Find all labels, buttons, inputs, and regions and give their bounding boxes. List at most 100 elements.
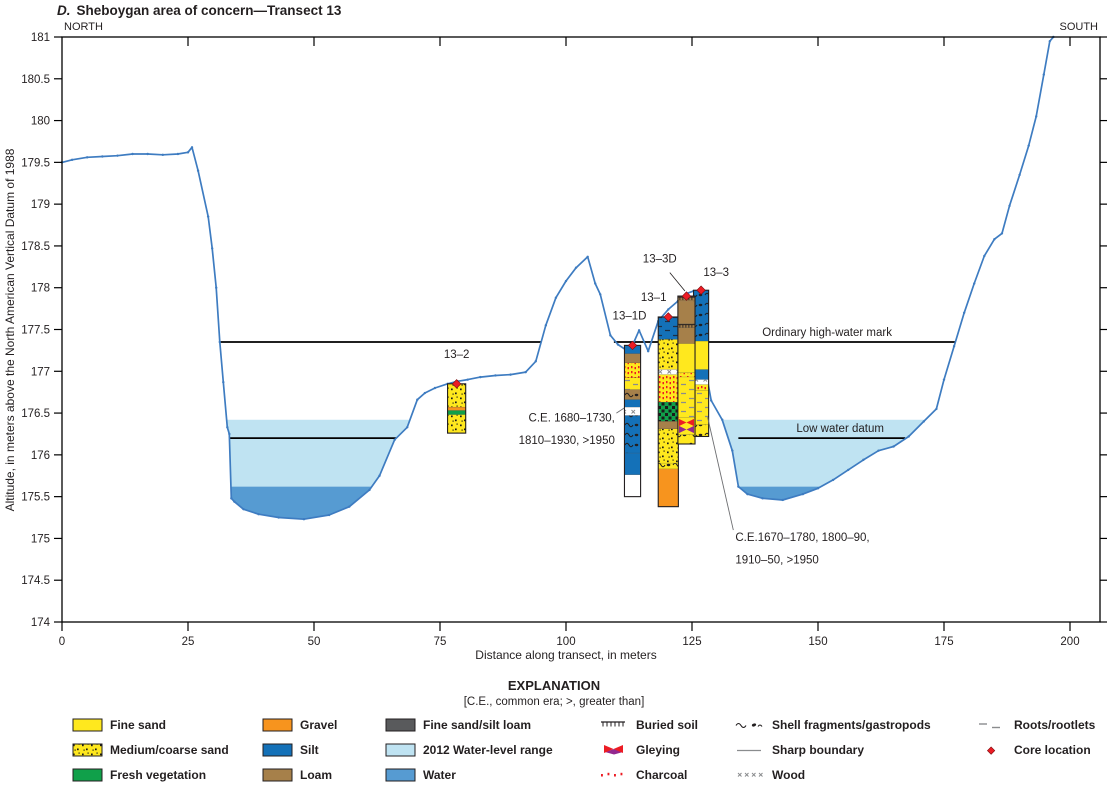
legend-item-loam — [262, 768, 294, 784]
svg-text:1810–1930, >1950: 1810–1930, >1950 — [519, 435, 615, 447]
axes: 0 25 50 75 100 125 150 175 200 174 174.5 175 175.5 17… — [3, 21, 1107, 662]
shells-swatch — [735, 722, 763, 729]
svg-text:Low water datum: Low water datum — [796, 423, 884, 435]
core-13-3D: 13–3D — [643, 254, 696, 445]
wood-swatch — [737, 772, 763, 777]
svg-text:C.E. 1680–1730,: C.E. 1680–1730, — [529, 412, 615, 424]
figure-letter: D. — [57, 3, 71, 18]
svg-text:13–1: 13–1 — [641, 292, 667, 304]
legend-item-core-location — [976, 743, 1008, 759]
legend-label-gravel: Gravel — [300, 718, 338, 732]
legend-item-gleying — [598, 743, 630, 759]
legend-item-fresh-vegetation — [72, 768, 104, 784]
core-location-marker — [663, 312, 673, 322]
svg-text:13–1D: 13–1D — [613, 310, 647, 322]
legend-label-wood: Wood — [772, 768, 806, 782]
charcoal-swatch — [601, 772, 623, 777]
legend-item-water — [385, 768, 417, 784]
svg-text:13–3D: 13–3D — [643, 254, 677, 266]
legend-label-shell-fragments-gastropods: Shell fragments/gastropods — [772, 718, 931, 732]
svg-text:174.5: 174.5 — [21, 575, 50, 587]
svg-text:176: 176 — [31, 450, 50, 462]
svg-text:1910–50, >1950: 1910–50, >1950 — [735, 555, 818, 567]
legend-item-sharp-boundary — [734, 743, 766, 759]
svg-text:179: 179 — [31, 199, 50, 211]
roots-swatch — [979, 723, 1000, 729]
legend-label-charcoal: Charcoal — [636, 768, 688, 782]
legend-label-fresh-vegetation: Fresh vegetation — [110, 768, 207, 782]
svg-text:C.E.1670–1780, 1800–90,: C.E.1670–1780, 1800–90, — [735, 532, 869, 544]
legend-label-core-location: Core location — [1014, 743, 1091, 757]
svg-text:50: 50 — [308, 636, 321, 648]
legend-label-2012-water-level-range: 2012 Water-level range — [423, 743, 553, 757]
age-annotations: C.E. 1680–1730, 1810–1930, >1950 C.E.1670–… — [519, 407, 870, 567]
legend-label-roots-rootlets: Roots/rootlets — [1014, 718, 1096, 732]
legend-item-roots-rootlets — [976, 718, 1008, 734]
svg-text:178.5: 178.5 — [21, 241, 50, 253]
water_range-swatch — [385, 743, 416, 757]
legend-item-shell-fragments-gastropods — [734, 718, 766, 734]
legend-label-silt: Silt — [300, 743, 319, 757]
svg-text:13–3: 13–3 — [703, 267, 729, 279]
gravel-swatch — [262, 718, 293, 732]
gleying-swatch — [604, 745, 623, 755]
svg-text:177: 177 — [31, 366, 50, 378]
core-13-2: 13–2 — [444, 349, 470, 434]
loam-swatch — [262, 768, 293, 782]
svg-text:175.5: 175.5 — [21, 492, 50, 504]
svg-text:25: 25 — [182, 636, 195, 648]
svg-text:0: 0 — [59, 636, 65, 648]
core-13-1D: 13–1D — [613, 310, 647, 498]
legend-label-medium-coarse-sand: Medium/coarse sand — [110, 743, 229, 757]
legend-item-fine-sand-silt-loam — [385, 718, 417, 734]
svg-text:Distance along transect, in me: Distance along transect, in meters — [475, 648, 656, 662]
fine_sand-swatch — [72, 718, 103, 732]
svg-text:200: 200 — [1060, 636, 1079, 648]
buried-swatch — [601, 721, 625, 727]
legend-item-charcoal — [598, 768, 630, 784]
core_loc-swatch — [986, 746, 996, 755]
legend-item-2012-water-level-range — [385, 743, 417, 759]
legend-note: [C.E., common era; >, greater than] — [463, 696, 645, 708]
legend-label-loam: Loam — [300, 768, 333, 782]
svg-text:SOUTH: SOUTH — [1060, 21, 1099, 33]
svg-text:125: 125 — [682, 636, 701, 648]
svg-text:180.5: 180.5 — [21, 74, 50, 86]
legend-item-medium-coarse-sand — [72, 743, 104, 759]
legend-item-silt — [262, 743, 294, 759]
water-swatch — [385, 768, 416, 782]
svg-text:Ordinary high-water mark: Ordinary high-water mark — [762, 327, 892, 339]
core-location-marker — [696, 285, 706, 295]
legend-item-gravel — [262, 718, 294, 734]
core-location-marker — [681, 291, 692, 301]
svg-text:180: 180 — [31, 116, 50, 128]
legend-item-wood — [734, 768, 766, 784]
svg-text:174: 174 — [31, 617, 51, 629]
svg-text:13–2: 13–2 — [444, 349, 470, 361]
svg-text:177.5: 177.5 — [21, 325, 50, 337]
explanation-legend: EXPLANATION [C.E., common era; >, greate… — [0, 666, 1108, 786]
core-13-1: 13–1 — [641, 292, 679, 508]
svg-text:181: 181 — [31, 32, 50, 44]
silt-swatch — [262, 743, 293, 757]
svg-text:NORTH: NORTH — [64, 21, 103, 33]
legend-label-water: Water — [423, 768, 456, 782]
transect-chart: Ordinary high-water mark Low water datum 0… — [3, 21, 1107, 662]
svg-text:175: 175 — [31, 533, 50, 545]
legend-label-sharp-boundary: Sharp boundary — [772, 743, 865, 757]
legend-label-fine-sand-silt-loam: Fine sand/silt loam — [423, 718, 532, 732]
legend-label-fine-sand: Fine sand — [110, 718, 167, 732]
svg-text:150: 150 — [808, 636, 827, 648]
core-location-marker — [451, 379, 462, 389]
figure-title: D. Sheboygan area of concern—Transect 13 — [57, 3, 341, 18]
fs_silt_loam-swatch — [385, 718, 416, 732]
svg-text:100: 100 — [556, 636, 575, 648]
svg-text:175: 175 — [934, 636, 953, 648]
svg-text:Altitude, in meters above the: Altitude, in meters above the North Amer… — [3, 148, 17, 511]
figure-title-text: Sheboygan area of concern—Transect 13 — [76, 3, 342, 18]
svg-text:176.5: 176.5 — [21, 408, 50, 420]
legend-item-buried-soil — [598, 718, 630, 734]
core-location-marker — [627, 340, 638, 351]
land-surface-profile — [60, 35, 1055, 521]
vegetation-swatch — [72, 768, 103, 782]
